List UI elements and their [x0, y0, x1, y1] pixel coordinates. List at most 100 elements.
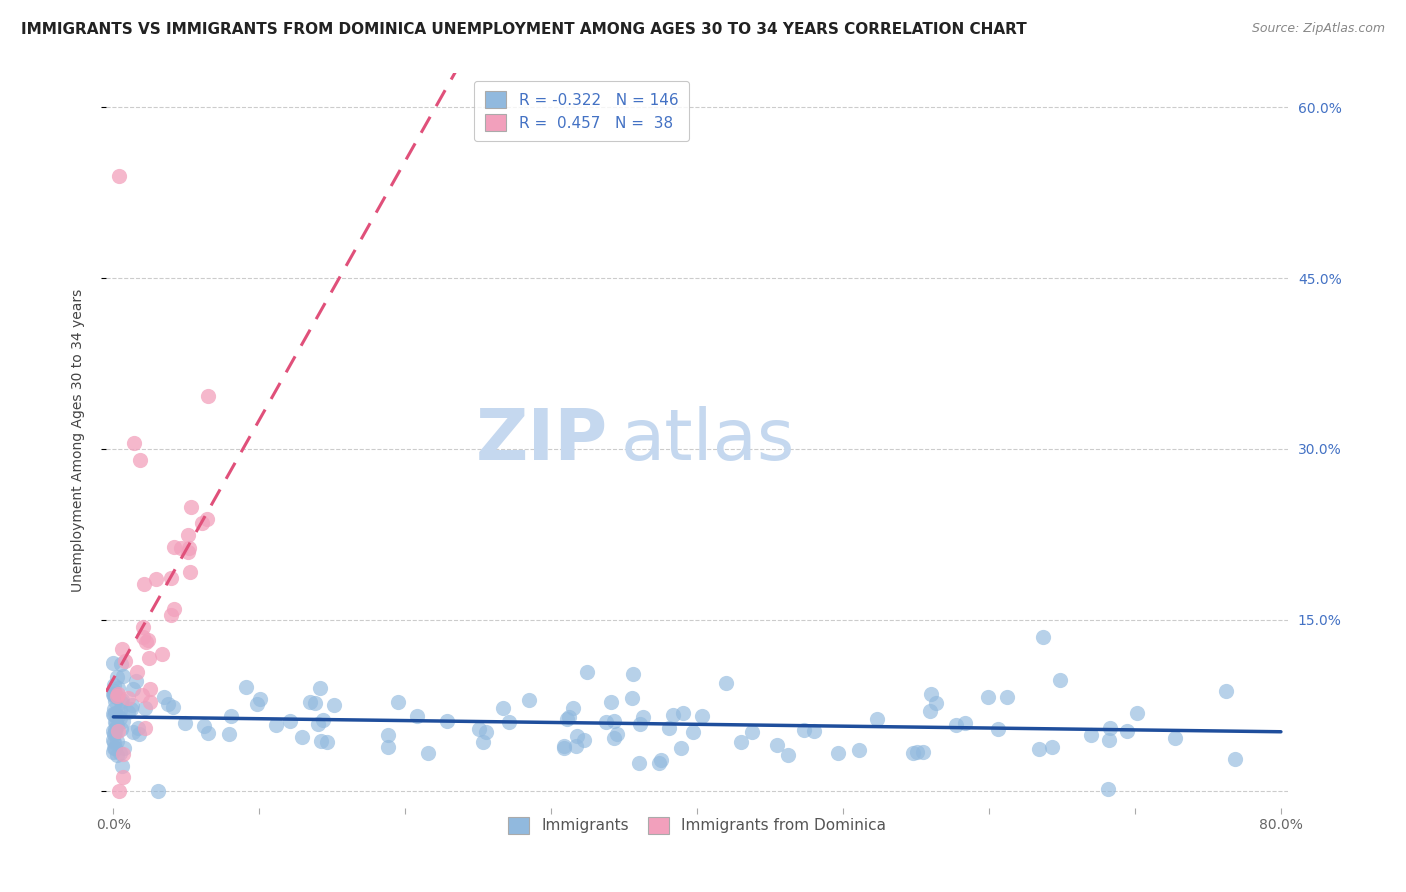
Point [156, 697, 179, 711]
Point [565, 739, 588, 754]
Point [103, 724, 125, 739]
Point [110, 722, 132, 736]
Point [567, 729, 589, 743]
Point [180, 500, 202, 515]
Legend: Immigrants, Immigrants from Dominica: Immigrants, Immigrants from Dominica [498, 806, 897, 844]
Point [110, 657, 132, 671]
Point [195, 512, 218, 526]
Point [658, 721, 681, 735]
Point [103, 702, 125, 716]
Point [901, 746, 924, 760]
Point [472, 735, 495, 749]
Point [792, 723, 814, 737]
Point [103, 727, 125, 741]
Point [127, 721, 149, 735]
Point [498, 715, 520, 730]
Point [741, 724, 763, 739]
Point [650, 753, 672, 767]
Point [249, 691, 271, 706]
Point [104, 694, 127, 708]
Point [1099, 721, 1122, 735]
Point [197, 725, 219, 739]
Point [135, 635, 157, 649]
Point [553, 740, 575, 755]
Point [132, 630, 155, 644]
Point [309, 681, 332, 695]
Point [1040, 739, 1063, 754]
Point [150, 647, 173, 661]
Point [111, 642, 134, 657]
Point [163, 602, 186, 616]
Point [103, 746, 125, 760]
Point [176, 545, 198, 559]
Point [620, 690, 643, 705]
Point [103, 687, 125, 701]
Point [159, 607, 181, 622]
Point [716, 675, 738, 690]
Point [112, 770, 135, 784]
Point [905, 745, 928, 759]
Point [104, 741, 127, 756]
Point [114, 654, 136, 668]
Point [595, 715, 617, 730]
Point [1032, 630, 1054, 644]
Point [918, 704, 941, 718]
Point [132, 619, 155, 633]
Point [139, 682, 162, 697]
Point [179, 541, 201, 556]
Point [561, 701, 583, 715]
Point [134, 577, 156, 591]
Point [304, 697, 326, 711]
Point [112, 714, 135, 728]
Point [945, 718, 967, 732]
Point [976, 690, 998, 705]
Point [111, 669, 134, 683]
Point [405, 709, 427, 723]
Point [633, 709, 655, 723]
Point [1126, 706, 1149, 720]
Point [1163, 731, 1185, 745]
Point [107, 747, 129, 762]
Point [627, 756, 650, 771]
Point [866, 712, 889, 726]
Point [163, 540, 186, 554]
Point [1116, 723, 1139, 738]
Point [377, 728, 399, 742]
Point [803, 723, 825, 738]
Point [191, 516, 214, 530]
Point [103, 690, 125, 704]
Point [603, 714, 626, 728]
Point [766, 738, 789, 752]
Point [730, 735, 752, 749]
Point [122, 725, 145, 739]
Point [1080, 728, 1102, 742]
Point [103, 706, 125, 721]
Point [1097, 782, 1119, 797]
Point [104, 725, 127, 739]
Point [416, 746, 439, 760]
Point [827, 746, 849, 760]
Point [235, 680, 257, 694]
Point [995, 690, 1018, 704]
Point [125, 673, 148, 688]
Point [105, 690, 128, 704]
Point [436, 714, 458, 728]
Text: IMMIGRANTS VS IMMIGRANTS FROM DOMINICA UNEMPLOYMENT AMONG AGES 30 TO 34 YEARS CO: IMMIGRANTS VS IMMIGRANTS FROM DOMINICA U… [21, 22, 1026, 37]
Point [1223, 752, 1246, 766]
Text: Source: ZipAtlas.com: Source: ZipAtlas.com [1251, 22, 1385, 36]
Point [322, 698, 344, 713]
Point [307, 717, 329, 731]
Point [128, 727, 150, 741]
Point [134, 701, 156, 715]
Point [138, 651, 160, 665]
Point [953, 716, 976, 731]
Point [179, 566, 201, 580]
Point [104, 689, 127, 703]
Point [105, 670, 128, 684]
Point [120, 702, 142, 716]
Point [117, 705, 139, 719]
Point [112, 741, 135, 756]
Point [776, 747, 799, 762]
Point [299, 695, 322, 709]
Point [107, 681, 129, 695]
